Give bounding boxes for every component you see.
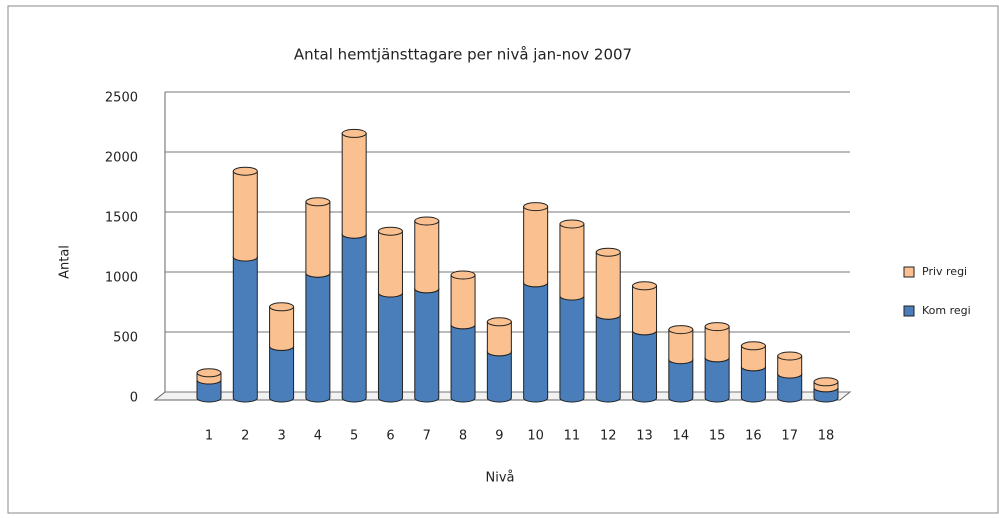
- legend-swatch: [903, 266, 915, 278]
- x-tick-label: 1: [205, 429, 213, 444]
- x-tick-label: 18: [818, 429, 835, 444]
- bar-segment: [668, 329, 694, 365]
- bar-segment: [341, 233, 367, 403]
- bar-cap: [777, 351, 803, 361]
- x-tick-label: 7: [423, 429, 431, 444]
- bar-segment: [777, 373, 803, 403]
- bar-segment: [450, 324, 476, 403]
- bar-segment: [232, 170, 258, 262]
- legend-label: Priv regi: [922, 265, 967, 278]
- x-tick-label: 15: [709, 429, 726, 444]
- bar-segment: [377, 230, 403, 298]
- bar-cap: [523, 202, 549, 212]
- bar-segment: [305, 201, 331, 278]
- chart-title: Antal hemtjänsttagare per nivå jan-nov 2…: [294, 46, 632, 64]
- bar-segment: [486, 351, 512, 403]
- bar-cap: [450, 270, 476, 280]
- x-axis-label: Nivå: [486, 471, 515, 486]
- bar-segment: [559, 223, 585, 301]
- bar-cap: [196, 368, 222, 378]
- y-axis-label: Antal: [58, 245, 73, 279]
- chart-frame: [7, 5, 999, 514]
- bar-segment: [559, 295, 585, 403]
- bar-segment: [668, 359, 694, 403]
- x-tick-label: 4: [314, 429, 322, 444]
- bar-segment: [523, 282, 549, 403]
- x-tick-label: 3: [277, 429, 285, 444]
- x-tick-label: 8: [459, 429, 467, 444]
- bar-segment: [377, 292, 403, 403]
- bar-cap: [740, 341, 766, 351]
- bar-cap: [559, 219, 585, 229]
- bar-segment: [414, 288, 440, 403]
- y-tick-label: 1500: [105, 211, 138, 226]
- bar-segment: [704, 357, 730, 403]
- x-tick-label: 14: [673, 429, 690, 444]
- y-tick-label: 0: [130, 391, 138, 406]
- bar-cap: [414, 216, 440, 226]
- bar-segment: [486, 321, 512, 357]
- bar-segment: [632, 330, 658, 403]
- x-tick-label: 16: [745, 429, 762, 444]
- bar-segment: [523, 206, 549, 288]
- bar-cap: [704, 322, 730, 332]
- bar-cap: [269, 302, 295, 312]
- bar-segment: [740, 366, 766, 403]
- bar-segment: [777, 355, 803, 379]
- legend-label: Kom regi: [922, 304, 971, 317]
- x-tick-label: 10: [527, 429, 544, 444]
- bar-segment: [232, 256, 258, 403]
- bar-segment: [450, 274, 476, 330]
- bar-segment: [595, 314, 621, 403]
- y-tick-label: 2000: [105, 151, 138, 166]
- legend-swatch: [903, 305, 915, 317]
- bar-cap: [341, 128, 367, 138]
- bar-segment: [269, 345, 295, 403]
- x-tick-label: 11: [564, 429, 581, 444]
- bar-cap: [305, 197, 331, 207]
- y-tick-label: 2500: [105, 91, 138, 106]
- x-tick-label: 5: [350, 429, 358, 444]
- x-tick-label: 12: [600, 429, 617, 444]
- y-tick-label: 1000: [105, 271, 138, 286]
- bar-cap: [595, 247, 621, 257]
- bar-segment: [740, 345, 766, 372]
- x-tick-label: 6: [386, 429, 394, 444]
- bar-cap: [232, 166, 258, 176]
- bar-segment: [595, 251, 621, 320]
- bar-cap: [377, 226, 403, 236]
- x-tick-label: 2: [241, 429, 249, 444]
- x-tick-label: 13: [636, 429, 653, 444]
- x-tick-label: 17: [781, 429, 798, 444]
- bar-cap: [813, 377, 839, 387]
- x-tick-label: 9: [495, 429, 503, 444]
- bar-segment: [196, 379, 222, 403]
- bar-cap: [486, 317, 512, 327]
- bar-segment: [704, 326, 730, 363]
- bar-segment: [305, 272, 331, 403]
- y-tick-label: 500: [113, 331, 138, 346]
- bar-segment: [632, 285, 658, 336]
- bar-cap: [668, 325, 694, 335]
- bar-segment: [269, 306, 295, 351]
- bar-segment: [414, 220, 440, 294]
- bar-segment: [341, 132, 367, 239]
- bar-cap: [632, 281, 658, 291]
